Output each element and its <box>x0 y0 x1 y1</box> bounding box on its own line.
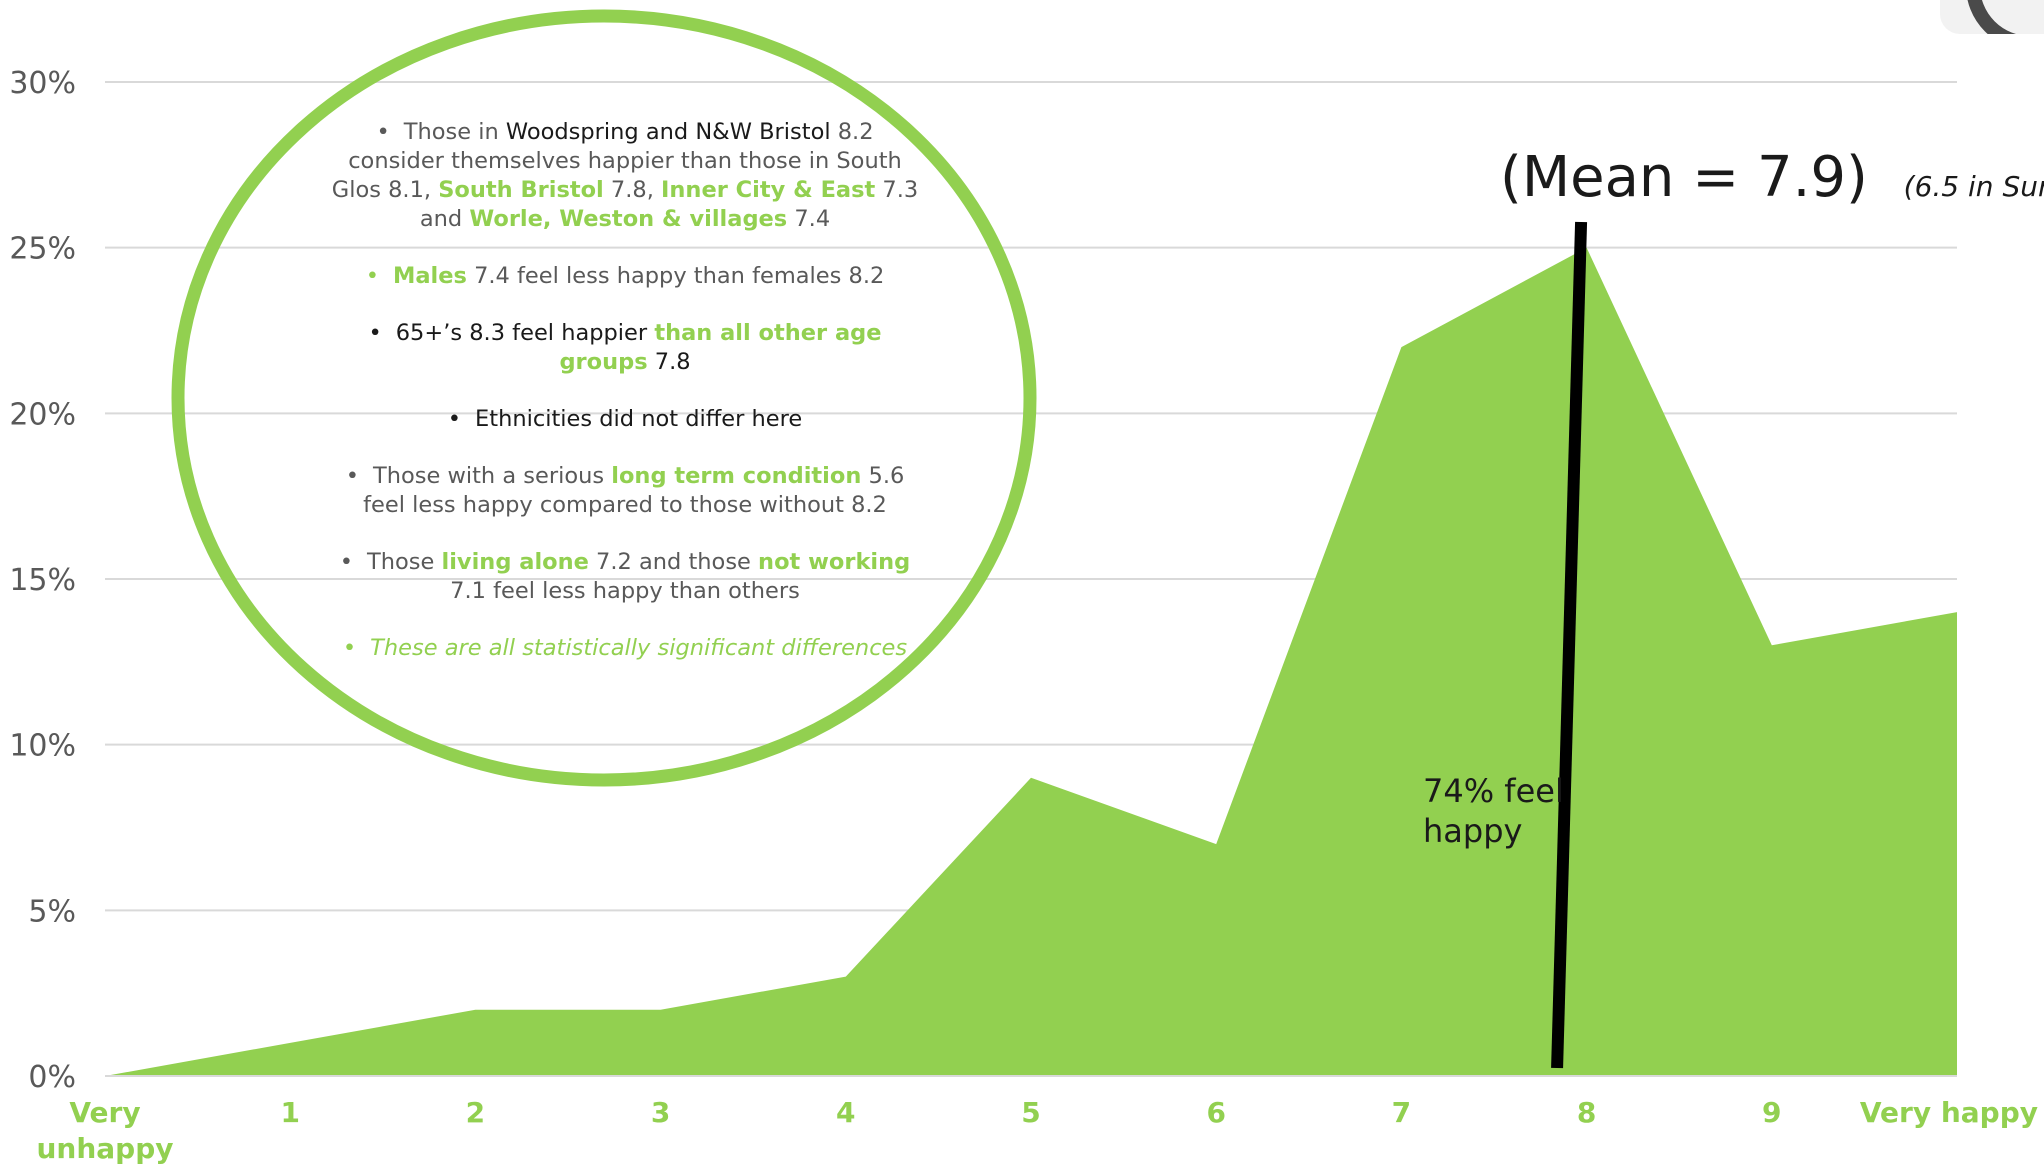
area-annotation-line1: 74% feel <box>1423 772 1564 810</box>
x-tick-label: 8 <box>1577 1096 1596 1129</box>
x-tick-label: 4 <box>836 1096 855 1129</box>
finding-living: • Those living alone 7.2 and those not wo… <box>330 548 920 606</box>
x-tick-label: 2 <box>466 1096 485 1129</box>
bullet-icon: • <box>376 119 389 145</box>
finding-significance: • These are all statistically significant… <box>330 634 920 663</box>
x-tick-label: Very unhappy <box>36 1096 173 1164</box>
x-tick-label: 1 <box>280 1096 299 1129</box>
findings-callout: • Those in Woodspring and N&W Bristol 8.2… <box>330 118 920 691</box>
y-tick-label: 10% <box>9 729 76 764</box>
x-axis-ticks: Very unhappy 1 2 3 4 5 6 7 8 9 Very happy <box>36 1096 2038 1164</box>
finding-gender: • Males 7.4 feel less happy than females … <box>330 262 920 291</box>
bullet-icon: • <box>343 635 356 661</box>
mean-survey1-note: (6.5 in Survey1) <box>1904 170 2044 203</box>
bullet-icon: • <box>448 406 461 432</box>
y-tick-label: 20% <box>9 397 76 432</box>
x-tick-label: 5 <box>1021 1096 1040 1129</box>
y-tick-label: 5% <box>28 894 76 929</box>
y-tick-label: 15% <box>9 563 76 598</box>
finding-ethnicity: • Ethnicities did not differ here <box>330 405 920 434</box>
x-tick-label: 9 <box>1762 1096 1781 1129</box>
bullet-icon: • <box>346 463 359 489</box>
x-tick-label: 7 <box>1392 1096 1411 1129</box>
finding-age: • 65+’s 8.3 feel happier than all other a… <box>330 319 920 377</box>
x-tick-label: 6 <box>1206 1096 1225 1129</box>
bullet-icon: • <box>368 320 381 346</box>
mean-label: (Mean = 7.9) (6.5 in Survey1) <box>1500 145 2044 210</box>
finding-condition: • Those with a serious long term conditio… <box>330 462 920 520</box>
y-tick-label: 25% <box>9 232 76 267</box>
y-tick-label: 30% <box>9 66 76 101</box>
y-axis-ticks: 0% 5% 10% 15% 20% 25% 30% <box>9 66 76 1095</box>
mean-value: (Mean = 7.9) <box>1500 145 1868 210</box>
area-annotation-line2: happy <box>1423 812 1522 850</box>
x-tick-label: 3 <box>651 1096 670 1129</box>
y-tick-label: 0% <box>28 1060 76 1095</box>
bullet-icon: • <box>340 549 353 575</box>
bullet-icon: • <box>366 263 379 289</box>
x-tick-label: Very happy <box>1860 1096 2038 1129</box>
finding-area: • Those in Woodspring and N&W Bristol 8.2… <box>330 118 920 234</box>
logo-ring-icon <box>1940 0 2044 34</box>
